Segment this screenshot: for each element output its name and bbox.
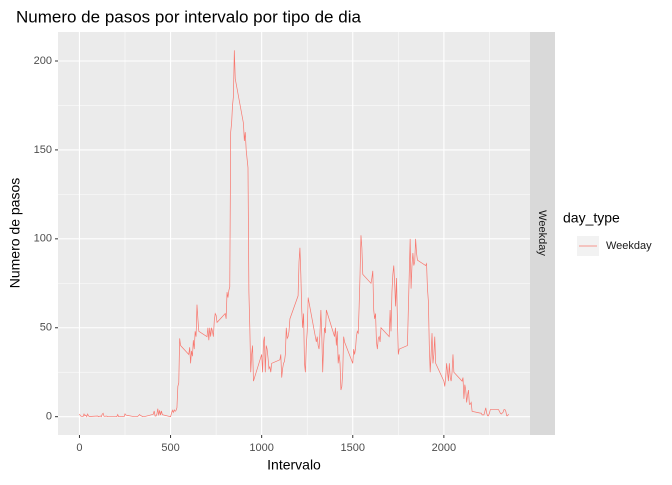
- y-tick-label: 50: [40, 322, 52, 334]
- panel: [58, 32, 530, 435]
- facet-strip: [530, 32, 555, 435]
- x-axis-label: Intervalo: [267, 457, 321, 473]
- chart-title: Numero de pasos por intervalo por tipo d…: [16, 7, 361, 26]
- y-tick-label: 150: [34, 144, 52, 156]
- y-tick-label: 100: [34, 233, 52, 245]
- x-tick-label: 500: [161, 442, 179, 454]
- x-tick-label: 0: [76, 442, 82, 454]
- facet-label: Weekday: [536, 210, 548, 256]
- x-tick-label: 1500: [341, 442, 365, 454]
- legend-title: day_type: [563, 210, 620, 226]
- legend-label: Weekday: [606, 240, 652, 252]
- x-tick-label: 2000: [432, 442, 456, 454]
- y-axis-label: Numero de pasos: [7, 178, 23, 289]
- data-line: [79, 50, 509, 418]
- y-tick-label: 0: [46, 411, 52, 423]
- y-tick-label: 200: [34, 55, 52, 67]
- x-tick-label: 1000: [249, 442, 273, 454]
